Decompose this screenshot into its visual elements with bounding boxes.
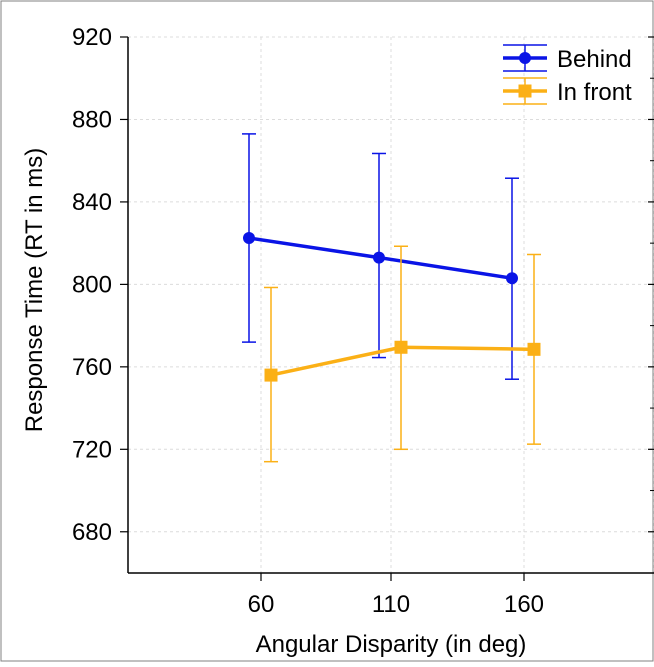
series-0 — [242, 133, 519, 380]
data-point — [243, 232, 255, 244]
x-tick-label: 60 — [248, 591, 275, 618]
x-tick-label: 110 — [372, 591, 410, 618]
series-layer — [242, 133, 541, 463]
data-point — [373, 251, 385, 264]
legend-marker — [518, 84, 532, 98]
y-tick-label: 800 — [72, 271, 112, 298]
data-point — [264, 368, 278, 382]
data-point — [506, 272, 518, 285]
legend-label: Behind — [557, 46, 632, 73]
data-point — [394, 340, 408, 354]
y-tick-label: 880 — [72, 106, 112, 133]
y-tick-label: 840 — [72, 189, 112, 216]
x-axis-title: Angular Disparity (in deg) — [256, 631, 527, 658]
data-point — [527, 342, 541, 356]
y-tick-label: 760 — [72, 354, 112, 381]
legend-label: In front — [557, 79, 632, 106]
series-1 — [264, 245, 541, 463]
axes: 680 720 760 800 840 880 920 60 110 160 — [72, 24, 654, 618]
legend: Behind In front — [503, 44, 632, 106]
y-tick-label: 680 — [72, 519, 112, 546]
y-tick-label: 920 — [72, 24, 112, 51]
grid-lines — [128, 36, 654, 573]
x-tick-label: 160 — [504, 591, 544, 618]
y-axis-title: Response Time (RT in ms) — [21, 148, 48, 433]
legend-marker — [519, 52, 531, 64]
y-tick-label: 720 — [72, 436, 112, 463]
